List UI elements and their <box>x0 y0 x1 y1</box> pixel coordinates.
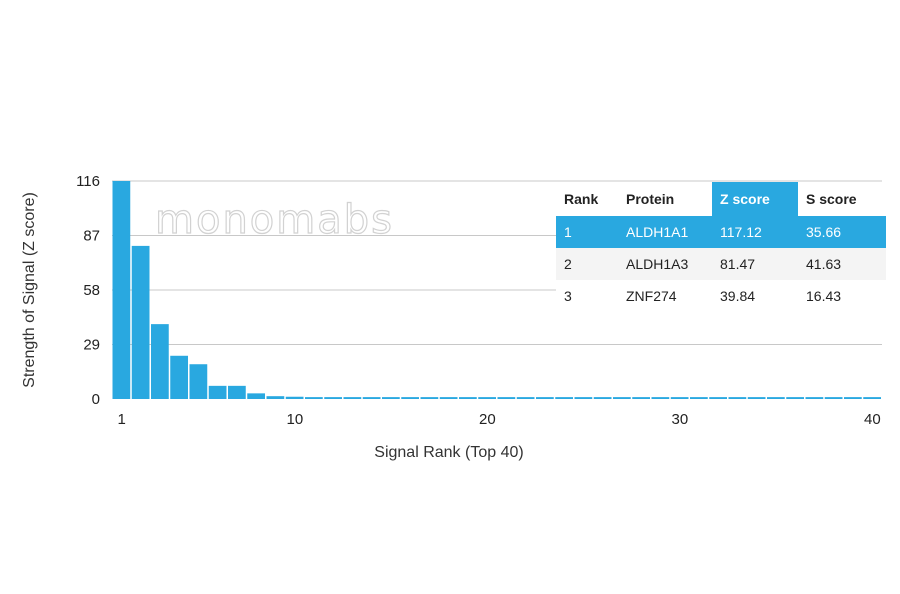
bar <box>343 397 362 399</box>
bar <box>690 397 708 399</box>
bar <box>170 355 188 399</box>
bar <box>613 397 631 399</box>
table-row: 3 ZNF274 39.84 16.43 <box>556 280 886 312</box>
x-tick-labels: 1 10 20 30 40 <box>117 411 880 428</box>
bar <box>189 364 208 399</box>
bar <box>593 397 612 399</box>
header-rank: Rank <box>564 191 599 207</box>
bar <box>228 385 246 399</box>
cell-s-score: 41.63 <box>798 248 886 280</box>
bar <box>786 397 804 399</box>
cell-protein: ALDH1A1 <box>618 216 712 248</box>
bar <box>651 397 670 399</box>
bar <box>305 397 323 399</box>
bar <box>632 397 650 399</box>
bars <box>112 181 881 399</box>
cell-s-score: 35.66 <box>798 216 886 248</box>
bar <box>420 397 439 399</box>
header-z-score: Z score <box>712 182 798 216</box>
bar <box>670 397 689 399</box>
bar <box>536 397 554 399</box>
bar <box>805 397 824 399</box>
top-proteins-table: Rank Protein Z score S score 1 ALDH1A1 1… <box>556 182 886 312</box>
bar <box>439 397 458 399</box>
cell-rank: 3 <box>564 288 572 304</box>
bar <box>208 385 227 399</box>
x-tick-label: 40 <box>864 411 881 428</box>
x-tick-label: 30 <box>672 411 689 428</box>
bar <box>478 397 496 399</box>
y-tick-label: 29 <box>83 337 100 354</box>
y-axis-title: Strength of Signal (Z score) <box>21 192 38 388</box>
cell-z-score: 81.47 <box>712 248 798 280</box>
bar <box>747 397 766 399</box>
bar <box>824 397 843 399</box>
y-tick-labels: 0 29 58 87 116 <box>76 173 100 408</box>
bar <box>709 397 727 399</box>
bar <box>324 397 342 399</box>
bar <box>382 397 400 399</box>
x-tick-label: 1 <box>117 411 125 428</box>
x-tick-label: 10 <box>287 411 304 428</box>
x-tick-label: 20 <box>479 411 496 428</box>
bar <box>131 245 150 399</box>
y-tick-label: 0 <box>92 391 100 408</box>
cell-z-score: 117.12 <box>712 216 798 248</box>
cell-rank: 2 <box>556 248 618 280</box>
bar <box>151 324 169 399</box>
table-header-row: Rank Protein Z score S score <box>556 182 886 216</box>
bar <box>401 397 419 399</box>
y-tick-label: 58 <box>83 282 100 299</box>
bar <box>844 397 862 399</box>
y-tick-label: 87 <box>83 228 100 245</box>
bar <box>516 397 535 399</box>
table-row: 2 ALDH1A3 81.47 41.63 <box>556 248 886 280</box>
table-row: 1 ALDH1A1 117.12 35.66 <box>556 216 886 248</box>
bar <box>555 397 573 399</box>
cell-z-score: 39.84 <box>720 288 756 304</box>
bar <box>459 397 477 399</box>
bar <box>728 397 747 399</box>
y-tick-label: 116 <box>76 173 100 190</box>
cell-s-score: 16.43 <box>806 288 842 304</box>
bar <box>285 396 304 399</box>
cell-protein: ALDH1A3 <box>618 248 712 280</box>
bar <box>362 397 381 399</box>
watermark-text: monomabs <box>155 197 394 243</box>
cell-rank: 1 <box>556 216 618 248</box>
x-axis-title: Signal Rank (Top 40) <box>374 444 523 461</box>
header-s-score: S score <box>806 191 857 207</box>
bar <box>112 181 131 399</box>
bar <box>497 397 516 399</box>
bar <box>863 397 881 399</box>
bar <box>767 397 785 399</box>
bar <box>266 396 285 399</box>
header-protein: Protein <box>626 191 675 207</box>
bar <box>247 393 265 399</box>
bar <box>574 397 593 399</box>
cell-protein: ZNF274 <box>626 288 677 304</box>
